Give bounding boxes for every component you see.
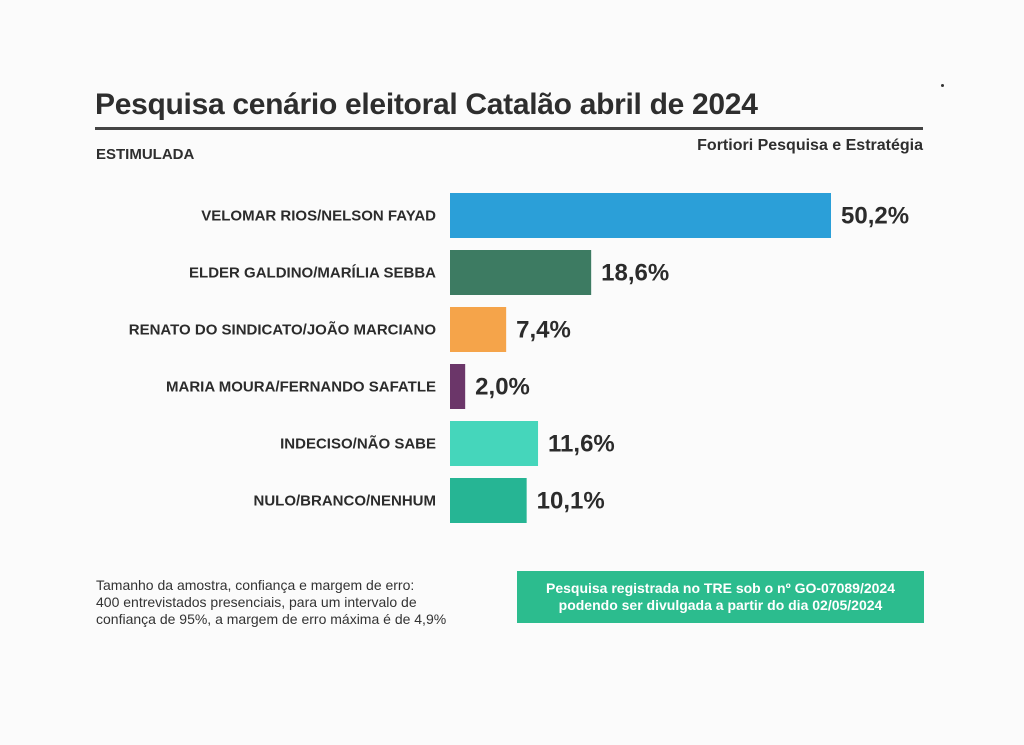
- chart-subtitle: ESTIMULADA: [96, 146, 195, 163]
- sample-note-line: confiança de 95%, a margem de erro máxim…: [96, 611, 447, 627]
- title-rule: [95, 127, 923, 130]
- sample-note-line: 400 entrevistados presenciais, para um i…: [96, 594, 417, 610]
- bar: [450, 250, 592, 295]
- category-label: NULO/BRANCO/NENHUM: [254, 493, 437, 510]
- category-label: VELOMAR RIOS/NELSON FAYAD: [201, 208, 436, 225]
- source-label: Fortiori Pesquisa e Estratégia: [697, 137, 923, 154]
- value-label: 11,6%: [548, 431, 615, 458]
- category-label: ELDER GALDINO/MARÍLIA SEBBA: [189, 265, 436, 282]
- sample-note-line: Tamanho da amostra, confiança e margem d…: [96, 577, 415, 593]
- bar: [450, 193, 831, 238]
- bar: [450, 307, 507, 352]
- bar: [450, 478, 527, 523]
- value-label: 10,1%: [537, 488, 605, 515]
- sample-note: Tamanho da amostra, confiança e margem d…: [96, 577, 516, 628]
- registration-line: Pesquisa registrada no TRE sob o nº GO-0…: [545, 580, 895, 596]
- bar: [450, 421, 539, 466]
- value-label: 50,2%: [841, 203, 909, 230]
- bar-chart: VELOMAR RIOS/NELSON FAYAD 50,2% ELDER GALD…: [129, 193, 909, 523]
- value-label: 18,6%: [601, 260, 669, 287]
- category-label: INDECISO/NÃO SABE: [280, 435, 436, 453]
- bar: [450, 364, 466, 409]
- scan-speck: [941, 84, 944, 87]
- value-label: 7,4%: [516, 317, 571, 344]
- chart-title: Pesquisa cenário eleitoral Catalão abril…: [95, 88, 758, 121]
- registration-badge: Pesquisa registrada no TRE sob o nº GO-0…: [517, 571, 924, 623]
- registration-line: podendo ser divulgada a partir do dia 02…: [558, 597, 883, 613]
- value-label: 2,0%: [475, 374, 530, 401]
- category-label: MARIA MOURA/FERNANDO SAFATLE: [166, 379, 436, 396]
- category-label: RENATO DO SINDICATO/JOÃO MARCIANO: [129, 321, 437, 339]
